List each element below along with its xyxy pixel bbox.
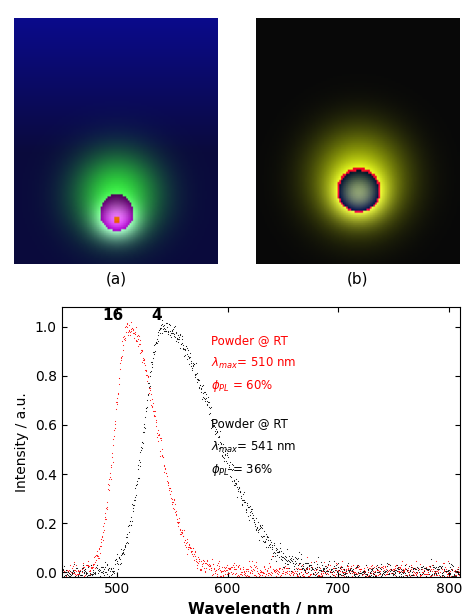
X-axis label: Wavelength / nm: Wavelength / nm [188, 602, 333, 614]
Text: Powder @ RT: Powder @ RT [211, 418, 288, 430]
Y-axis label: Intensity / a.u.: Intensity / a.u. [15, 392, 29, 492]
Text: (b): (b) [347, 272, 369, 287]
Text: 16: 16 [102, 308, 123, 323]
Text: $\phi_{PL}$ = 36%: $\phi_{PL}$ = 36% [211, 462, 273, 478]
Text: Powder @ RT: Powder @ RT [211, 334, 288, 347]
Text: $\phi_{PL}$ = 60%: $\phi_{PL}$ = 60% [211, 378, 273, 394]
Text: 4: 4 [151, 308, 162, 323]
Text: (a): (a) [106, 272, 127, 287]
Text: $\lambda_{max}$= 510 nm: $\lambda_{max}$= 510 nm [211, 356, 296, 371]
Text: $\lambda_{max}$= 541 nm: $\lambda_{max}$= 541 nm [211, 440, 296, 455]
